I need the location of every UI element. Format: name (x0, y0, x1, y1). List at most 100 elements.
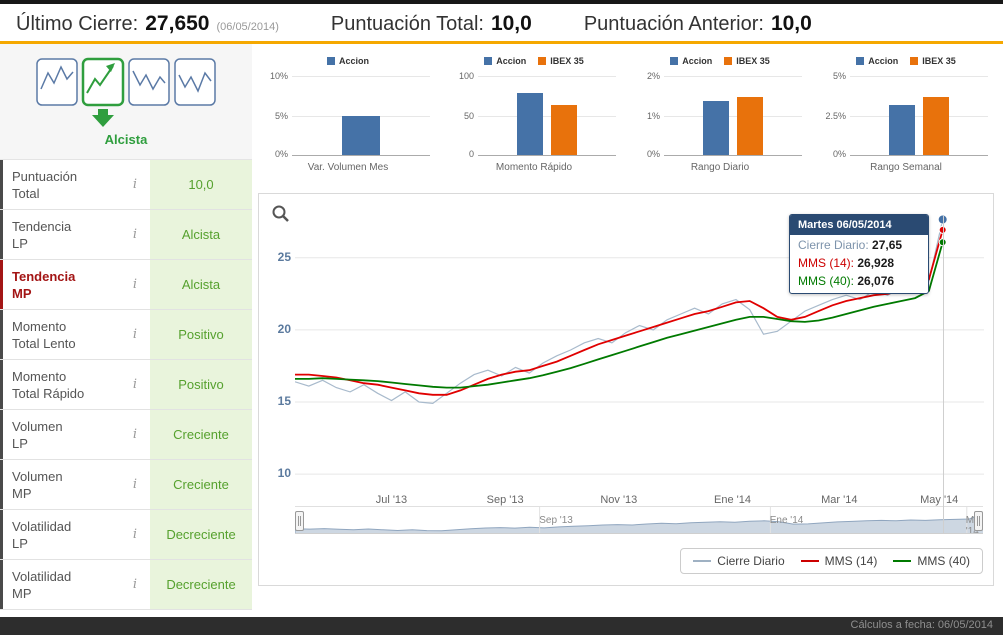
bar-accion[interactable] (703, 100, 729, 155)
legend-item[interactable]: Accion (670, 56, 712, 66)
last-close-label: Último Cierre: (16, 13, 139, 35)
legend-item[interactable]: Accion (484, 56, 526, 66)
mini-plot: 0% 2.5% 5% (825, 71, 988, 159)
legend-label: Accion (496, 56, 527, 66)
bar-ibex-35[interactable] (923, 97, 949, 155)
row-label: Tendencia LP (0, 210, 122, 259)
tooltip-label: Cierre Diario: (798, 238, 869, 252)
y-tick-label: 0% (274, 149, 288, 159)
row-value: Creciente (148, 410, 252, 459)
down-arrow-icon (92, 108, 114, 127)
row-value: Alcista (148, 210, 252, 259)
bar-accion[interactable] (342, 115, 380, 155)
info-icon[interactable]: i (132, 177, 138, 192)
gridline (850, 76, 988, 77)
legend-swatch (910, 57, 919, 65)
legend-swatch (670, 57, 679, 65)
last-close-value: 27,650 (145, 12, 210, 35)
row-value: Positivo (148, 310, 252, 359)
legend-label: Cierre Diario (717, 554, 785, 568)
navigator-handle-left[interactable] (295, 511, 304, 531)
row-label: Volumen MP (0, 460, 122, 509)
gridline (664, 76, 802, 77)
row-value: 10,0 (148, 160, 252, 209)
x-axis-label: Sep '13 (486, 494, 524, 506)
main-area: Accion 0% 5% 10% Var. Volumen Mes Accion IBEX … (252, 44, 1003, 610)
y-tick-label: 2.5% (825, 110, 846, 121)
sidebar-row-momento-total-lento[interactable]: Momento Total Lento i Positivo (0, 310, 252, 360)
trend-state-label: Alcista (104, 131, 148, 147)
legend-item-cierre-diario[interactable]: Cierre Diario (693, 554, 785, 568)
navigator-svg (295, 507, 983, 534)
mini-chart-legend: Accion IBEX 35 (818, 56, 994, 66)
legend-item-mms-40[interactable]: MMS (40) (893, 554, 970, 568)
legend-item[interactable]: Accion (326, 56, 369, 66)
series-mms-40- (295, 241, 944, 389)
sidebar-row-tendencia-mp[interactable]: Tendencia MP i Alcista (0, 260, 252, 310)
x-axis-label: Nov '13 (600, 494, 638, 506)
tooltip-row-mms40: MMS (40): 26,076 (790, 271, 928, 293)
mini-chart-legend: Accion (260, 56, 436, 66)
info-icon[interactable]: i (132, 327, 138, 342)
bar-accion[interactable] (517, 92, 543, 155)
y-tick-label: 10% (269, 71, 288, 81)
row-value: Decreciente (148, 510, 252, 559)
sidebar: Alcista Puntuación Total i 10,0 Tendencia LP i… (0, 44, 252, 610)
row-value: Decreciente (148, 560, 252, 609)
trend-graphic: Alcista (0, 44, 252, 160)
legend-swatch (724, 57, 733, 65)
legend-item[interactable]: IBEX 35 (910, 56, 956, 66)
navigator-handle-right[interactable] (974, 511, 983, 531)
sidebar-row-volatilidad-mp[interactable]: Volatilidad MP i Decreciente (0, 560, 252, 610)
row-label: Volumen LP (0, 410, 122, 459)
bar-ibex-35[interactable] (737, 96, 763, 155)
top-bar (0, 0, 1003, 4)
legend-label: Accion (868, 56, 899, 66)
tooltip-value: 26,076 (857, 274, 895, 288)
info-icon[interactable]: i (132, 377, 138, 392)
score-previous-group: Puntuación Anterior: 10,0 (584, 12, 812, 36)
info-icon[interactable]: i (132, 227, 138, 242)
legend-label: Accion (338, 56, 369, 66)
sidebar-row-puntuacion-total[interactable]: Puntuación Total i 10,0 (0, 160, 252, 210)
sidebar-row-tendencia-lp[interactable]: Tendencia LP i Alcista (0, 210, 252, 260)
sidebar-row-momento-total-rapido[interactable]: Momento Total Rápido i Positivo (0, 360, 252, 410)
legend-label: MMS (40) (917, 554, 970, 568)
tooltip-label: MMS (14): (798, 256, 855, 270)
bar-accion[interactable] (889, 105, 915, 155)
y-axis-label: 20 (277, 321, 291, 336)
bars (850, 76, 988, 155)
footer: Cálculos a fecha: 06/05/2014 (0, 617, 1003, 635)
x-axis-label: Mar '14 (821, 494, 858, 506)
info-icon[interactable]: i (132, 277, 138, 292)
info-icon[interactable]: i (132, 477, 138, 492)
legend-item[interactable]: Accion (856, 56, 898, 66)
gridline (478, 76, 616, 77)
bars (478, 76, 616, 155)
navigator-area[interactable] (295, 513, 983, 534)
price-chart-panel: Martes 06/05/2014 Cierre Diario: 27,65 M… (258, 193, 994, 586)
score-total-group: Puntuación Total: 10,0 (331, 12, 532, 36)
legend-label: IBEX 35 (922, 56, 956, 66)
legend-item[interactable]: IBEX 35 (538, 56, 584, 66)
zoom-icon[interactable] (271, 204, 291, 224)
last-close-date: (06/05/2014) (216, 21, 279, 33)
row-label: Volatilidad MP (0, 560, 122, 609)
info-icon[interactable]: i (132, 527, 138, 542)
row-value: Positivo (148, 360, 252, 409)
header: Último Cierre: 27,650 (06/05/2014) Puntu… (0, 4, 1003, 44)
info-icon[interactable]: i (132, 577, 138, 592)
sidebar-row-volatilidad-lp[interactable]: Volatilidad LP i Decreciente (0, 510, 252, 560)
bar-ibex-35[interactable] (551, 105, 577, 155)
info-icon[interactable]: i (132, 427, 138, 442)
score-total-label: Puntuación Total: (330, 13, 484, 35)
sidebar-row-volumen-mp[interactable]: Volumen MP i Creciente (0, 460, 252, 510)
legend-swatch (484, 57, 493, 65)
legend-label: IBEX 35 (550, 56, 584, 66)
legend-item-mms-14[interactable]: MMS (14) (800, 554, 877, 568)
sidebar-row-volumen-lp[interactable]: Volumen LP i Creciente (0, 410, 252, 460)
legend-item[interactable]: IBEX 35 (724, 56, 770, 66)
gridline (292, 76, 430, 77)
y-tick-label: 0% (832, 149, 846, 159)
